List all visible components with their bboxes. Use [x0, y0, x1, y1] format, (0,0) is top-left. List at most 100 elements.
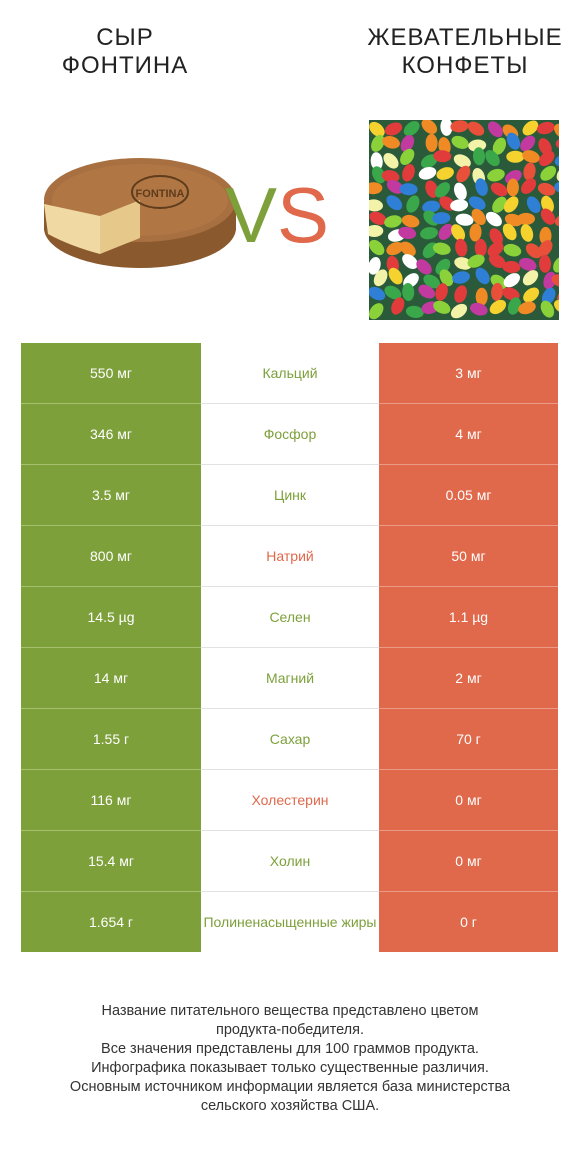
- jelly-bean: [469, 223, 482, 242]
- cheese-cut-face-inner: [100, 200, 140, 254]
- jelly-bean: [451, 224, 466, 241]
- jelly-bean: [369, 239, 385, 256]
- jelly-bean: [432, 212, 451, 225]
- jelly-bean: [538, 138, 552, 156]
- jelly-bean: [422, 200, 441, 213]
- comparison-rows: 550 мг Кальций 3 мг 346 мг Фосфор 4 мг 3.5 мг Ц…: [21, 343, 558, 952]
- jelly-bean: [467, 254, 485, 268]
- jelly-bean: [418, 284, 436, 299]
- left-value: 116 мг: [21, 769, 201, 831]
- jelly-bean: [470, 302, 488, 316]
- jelly-bean: [551, 274, 559, 288]
- jelly-bean: [489, 299, 507, 315]
- jelly-bean: [454, 257, 472, 270]
- jelly-bean: [369, 256, 381, 275]
- nutrient-cell: Сахар: [201, 708, 379, 770]
- jelly-bean: [518, 301, 536, 315]
- jelly-bean: [434, 182, 451, 198]
- fontina-cheese-image: FONTINA: [44, 158, 236, 268]
- table-row: 800 мг Натрий 50 мг: [21, 525, 558, 587]
- cheese-stamp: [131, 175, 189, 209]
- jelly-bean: [540, 300, 555, 318]
- nutrient-name: Цинк: [273, 487, 307, 503]
- nutrient-name: Магний: [265, 670, 315, 686]
- jelly-bean: [400, 241, 416, 257]
- cheese-stamp-text: FONTINA: [136, 188, 185, 200]
- jelly-bean: [492, 196, 507, 213]
- table-row: 15.4 мг Холин 0 мг: [21, 830, 558, 892]
- jelly-bean: [436, 167, 454, 180]
- nutrient-name: Фосфор: [263, 426, 317, 442]
- footer-line1: Название питательного вещества представл…: [101, 1003, 479, 1019]
- nutrient-name: Селен: [269, 609, 311, 625]
- table-row: 346 мг Фосфор 4 мг: [21, 403, 558, 465]
- jelly-bean: [520, 224, 534, 242]
- jelly-bean: [540, 165, 557, 181]
- footer-line6: сельского хозяйства США.: [200, 1098, 380, 1114]
- jelly-bean: [523, 287, 540, 303]
- left-title-line1: СЫР: [96, 24, 154, 51]
- jelly-bean: [554, 123, 559, 139]
- right-value: 70 г: [379, 708, 558, 770]
- jelly-bean: [538, 240, 553, 257]
- vs-label: VS: [225, 165, 329, 265]
- jelly-bean: [506, 150, 525, 163]
- jelly-bean: [468, 196, 486, 210]
- nutrient-cell: Холестерин: [201, 769, 379, 831]
- jelly-bean: [382, 136, 400, 149]
- jelly-bean: [384, 215, 402, 228]
- jelly-bean: [373, 269, 388, 287]
- jelly-bean: [456, 165, 471, 183]
- jelly-bean: [369, 199, 383, 212]
- jelly-bean: [519, 257, 537, 271]
- jelly-bean: [369, 224, 384, 238]
- table-row: 550 мг Кальций 3 мг: [21, 343, 558, 404]
- jelly-bean: [502, 223, 517, 241]
- jelly-bean: [488, 121, 503, 138]
- footer-line4: Инфографика показывает только существенн…: [91, 1060, 489, 1076]
- nutrient-name: Кальций: [262, 365, 318, 381]
- jelly-bean: [517, 212, 535, 225]
- nutrient-cell: Цинк: [201, 464, 379, 526]
- jelly-bean: [453, 154, 471, 168]
- jelly-bean: [420, 154, 438, 169]
- jelly-bean: [502, 260, 521, 274]
- nutrient-cell: Фосфор: [201, 403, 379, 465]
- nutrient-name: Холин: [269, 853, 311, 869]
- nutrient-name: Сахар: [269, 731, 311, 747]
- jelly-bean: [398, 226, 417, 240]
- right-value: 0 мг: [379, 769, 558, 831]
- jelly-bean: [489, 228, 503, 246]
- jelly-bean: [521, 178, 537, 194]
- jelly-bean: [536, 121, 555, 135]
- jelly-bean: [370, 152, 383, 171]
- jelly-bean: [371, 134, 385, 152]
- jelly-bean: [474, 238, 487, 257]
- jelly-bean: [386, 195, 403, 211]
- jelly-bean: [399, 183, 418, 196]
- nutrient-cell: Полиненасыщенные жиры: [201, 891, 379, 952]
- jelly-bean: [440, 120, 453, 136]
- right-value: 4 мг: [379, 403, 558, 465]
- right-title-line2: КОНФЕТЫ: [401, 52, 529, 79]
- left-value: 550 мг: [21, 343, 201, 404]
- jelly-bean: [487, 241, 504, 257]
- jelly-bean: [369, 211, 387, 225]
- jelly-bean: [438, 223, 454, 240]
- vs-s: S: [277, 171, 330, 259]
- jelly-bean: [423, 274, 441, 289]
- jelly-bean: [369, 286, 386, 301]
- jelly-bean: [541, 287, 556, 305]
- right-title-line1: ЖЕВАТЕЛЬНЫЕ: [367, 24, 563, 51]
- jelly-bean: [386, 180, 404, 194]
- jelly-bean: [554, 299, 559, 314]
- jelly-bean: [472, 147, 486, 166]
- right-value: 0 г: [379, 891, 558, 952]
- jelly-bean: [402, 164, 415, 182]
- jelly-bean: [432, 242, 451, 255]
- jelly-bean: [492, 137, 507, 155]
- footer-line2: продукта-победителя.: [215, 1022, 365, 1038]
- jelly-beans-image: [369, 120, 559, 320]
- jelly-bean: [450, 199, 469, 212]
- jelly-bean: [506, 178, 519, 197]
